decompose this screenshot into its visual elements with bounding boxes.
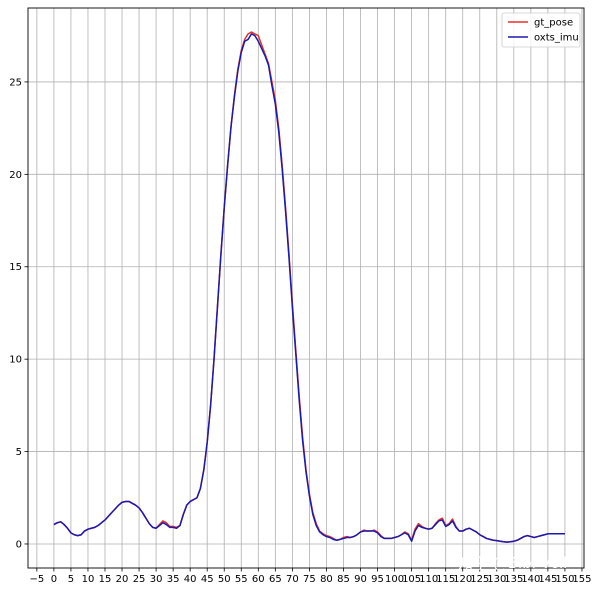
watermark: 知乎 @Bibi Vell [458,554,567,572]
x-tick-label: 95 [371,574,384,585]
plot-frame [27,7,585,569]
x-tick-label: 65 [269,574,282,585]
x-tick-label: 110 [419,574,438,585]
x-tick-label: 50 [218,574,231,585]
x-tick-label: 25 [133,574,146,585]
y-tick-label: 5 [16,447,22,458]
x-tick-label: 115 [436,574,455,585]
x-tick-label: 140 [521,574,540,585]
x-tick-label: 35 [167,574,180,585]
x-tick-label: 105 [402,574,421,585]
x-tick-label: 100 [385,574,404,585]
x-tick-label: 130 [487,574,506,585]
legend-label: gt_pose [534,18,573,29]
x-tick-label: 20 [116,574,129,585]
x-tick-label: 40 [184,574,197,585]
series-lines [53,31,565,543]
x-tick-label: 80 [320,574,333,585]
x-tick-label: 155 [572,574,591,585]
x-tick-label: 125 [470,574,489,585]
x-tick-label: 55 [235,574,248,585]
y-tick-label: 25 [9,77,22,88]
x-tick-label: 5 [68,574,74,585]
y-tick-label: 0 [16,539,22,550]
y-tick-label: 15 [9,262,22,273]
x-tick-label: 45 [201,574,214,585]
x-tick-label: 150 [555,574,574,585]
x-tick-label: 30 [150,574,163,585]
x-tick-label: 145 [538,574,557,585]
legend-label: oxts_imu [534,33,579,44]
x-tick-label: 75 [303,574,316,585]
x-tick-label: −5 [29,574,44,585]
y-tick-label: 20 [9,170,22,181]
x-tick-label: 70 [286,574,299,585]
x-tick-label: 0 [51,574,57,585]
x-tick-label: 85 [337,574,350,585]
x-tick-label: 10 [82,574,95,585]
grid [28,8,584,568]
y-tick-label: 10 [9,355,22,366]
x-tick-label: 90 [354,574,367,585]
axis-ticks: −5 0 5 10 15 20 25 30 35 40 45 50 55 60 65 70 75 80 85 90 95… [9,77,591,585]
series-line-oxts-imu [53,33,565,543]
x-tick-label: 60 [252,574,265,585]
x-tick-label: 120 [453,574,472,585]
x-tick-label: 135 [504,574,523,585]
legend: gt_pose oxts_imu [501,12,581,48]
x-tick-label: 15 [99,574,112,585]
